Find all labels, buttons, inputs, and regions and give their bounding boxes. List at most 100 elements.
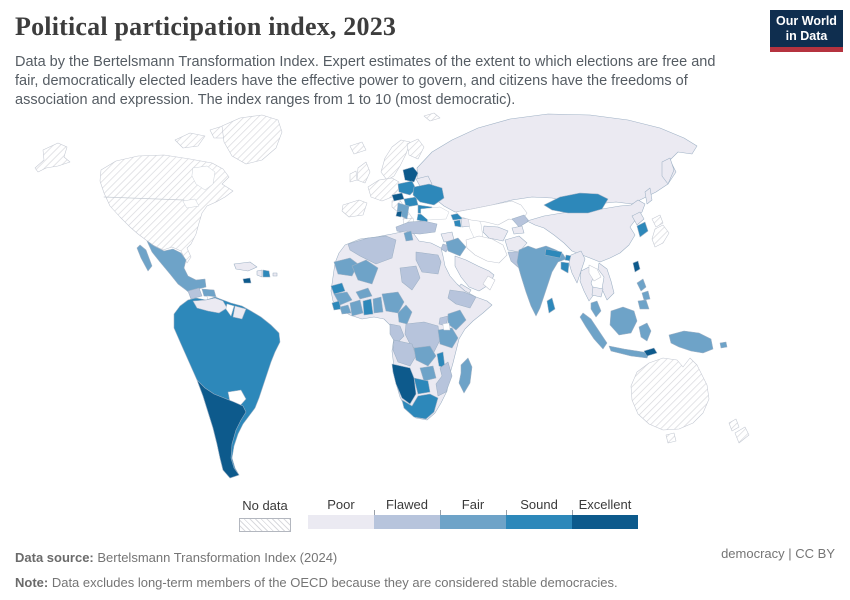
- region-south-korea[interactable]: [636, 221, 649, 238]
- region-united-kingdom[interactable]: [356, 161, 371, 184]
- region-timor-leste[interactable]: [643, 347, 658, 357]
- region-spain-portugal[interactable]: [341, 199, 368, 218]
- region-guatemala[interactable]: [187, 287, 203, 300]
- region-laos[interactable]: [588, 264, 602, 282]
- region-japan-hokkaido[interactable]: [651, 214, 664, 228]
- region-indonesia-sulawesi[interactable]: [638, 322, 652, 342]
- region-cambodia[interactable]: [591, 286, 604, 298]
- region-solomon-islands[interactable]: [719, 341, 728, 349]
- region-arctic-islands[interactable]: [174, 132, 206, 149]
- region-mexico-baja[interactable]: [136, 244, 153, 272]
- region-papua-new-guinea[interactable]: [668, 330, 714, 354]
- region-dr-congo[interactable]: [404, 321, 441, 355]
- region-cameroon[interactable]: [397, 304, 413, 325]
- region-madagascar[interactable]: [458, 357, 473, 394]
- region-dominican-republic[interactable]: [262, 269, 271, 278]
- region-botswana[interactable]: [413, 377, 431, 395]
- region-tunisia[interactable]: [403, 230, 414, 242]
- region-bangladesh[interactable]: [560, 261, 570, 274]
- region-puerto-rico[interactable]: [272, 272, 278, 277]
- legend-swatch[interactable]: [572, 515, 638, 529]
- region-namibia[interactable]: [391, 363, 417, 405]
- region-philippines[interactable]: [637, 299, 650, 310]
- region-uzbekistan-turkmenistan[interactable]: [482, 225, 509, 242]
- legend-no-data-swatch[interactable]: [239, 518, 291, 532]
- region-turkey[interactable]: [395, 220, 438, 235]
- region-iraq[interactable]: [445, 237, 467, 257]
- region-north-korea[interactable]: [631, 211, 645, 226]
- region-guyana[interactable]: [225, 303, 235, 317]
- region-tasmania[interactable]: [665, 432, 677, 444]
- footer-license[interactable]: democracy | CC BY: [721, 546, 835, 561]
- region-burkina-faso[interactable]: [355, 287, 373, 300]
- region-poland[interactable]: [397, 180, 417, 196]
- region-france-germany[interactable]: [367, 177, 400, 202]
- region-armenia[interactable]: [453, 219, 462, 228]
- region-zimbabwe[interactable]: [419, 365, 437, 382]
- region-sri-lanka[interactable]: [546, 297, 556, 314]
- region-cuba[interactable]: [233, 261, 258, 272]
- region-iceland[interactable]: [349, 141, 367, 155]
- region-oman[interactable]: [482, 275, 496, 291]
- region-india[interactable]: [516, 245, 567, 317]
- legend-category-poor[interactable]: Poor: [308, 497, 374, 529]
- legend-swatch[interactable]: [308, 515, 374, 529]
- legend-swatch[interactable]: [374, 515, 440, 529]
- region-borneo[interactable]: [609, 306, 638, 336]
- region-greenland[interactable]: [221, 114, 283, 165]
- region-chad[interactable]: [399, 265, 421, 291]
- region-suriname[interactable]: [232, 305, 247, 320]
- legend-category-fair[interactable]: Fair: [439, 497, 506, 529]
- region-ireland[interactable]: [349, 170, 358, 183]
- region-jamaica[interactable]: [242, 277, 252, 284]
- legend-swatch[interactable]: [440, 515, 506, 529]
- region-russia[interactable]: [416, 113, 698, 213]
- region-finland[interactable]: [406, 138, 425, 160]
- region-south-africa[interactable]: [401, 393, 439, 420]
- region-alaska[interactable]: [34, 142, 71, 173]
- region-new-zealand[interactable]: [728, 418, 740, 432]
- region-japan-honshu[interactable]: [651, 224, 670, 248]
- region-philippines[interactable]: [636, 278, 647, 292]
- region-sakhalin[interactable]: [644, 187, 653, 205]
- region-ukraine[interactable]: [412, 183, 445, 206]
- region-congo-gabon[interactable]: [389, 323, 405, 345]
- region-baltic-states[interactable]: [402, 166, 419, 183]
- region-vietnam[interactable]: [597, 262, 615, 301]
- region-ethiopia[interactable]: [447, 289, 477, 309]
- region-kenya[interactable]: [447, 309, 467, 331]
- legend-category-excellent[interactable]: Excellent: [571, 497, 638, 529]
- region-australia[interactable]: [630, 357, 710, 431]
- region-mexico[interactable]: [146, 240, 207, 296]
- region-iran[interactable]: [465, 235, 508, 264]
- region-algeria[interactable]: [347, 235, 397, 265]
- region-togo-benin[interactable]: [372, 296, 384, 314]
- region-tajikistan[interactable]: [511, 225, 525, 235]
- region-ghana[interactable]: [362, 298, 374, 316]
- region-ivory-coast[interactable]: [349, 299, 364, 317]
- region-mongolia[interactable]: [543, 192, 609, 214]
- region-nigeria[interactable]: [381, 291, 405, 314]
- region-svalbard[interactable]: [423, 112, 441, 122]
- region-haiti[interactable]: [256, 269, 263, 278]
- region-indonesia-java[interactable]: [608, 345, 650, 359]
- region-montenegro-albania[interactable]: [395, 210, 403, 218]
- region-angola[interactable]: [392, 339, 417, 367]
- legend-category-flawed[interactable]: Flawed: [373, 497, 440, 529]
- region-myanmar[interactable]: [568, 250, 586, 284]
- region-chile-argentina[interactable]: [196, 379, 247, 479]
- owid-logo[interactable]: Our World in Data: [770, 10, 843, 52]
- region-kamchatka[interactable]: [661, 157, 675, 185]
- region-indonesia-sumatra[interactable]: [579, 312, 608, 350]
- region-zambia[interactable]: [413, 345, 437, 367]
- region-liberia[interactable]: [339, 304, 352, 315]
- region-taiwan[interactable]: [632, 260, 641, 273]
- region-afghanistan[interactable]: [504, 235, 528, 253]
- region-mozambique[interactable]: [435, 361, 453, 397]
- region-philippines[interactable]: [641, 290, 651, 301]
- region-senegal[interactable]: [330, 282, 346, 295]
- region-malaysia[interactable]: [590, 300, 602, 318]
- legend-swatch[interactable]: [506, 515, 572, 529]
- region-nepal[interactable]: [544, 248, 563, 259]
- legend-category-sound[interactable]: Sound: [505, 497, 572, 529]
